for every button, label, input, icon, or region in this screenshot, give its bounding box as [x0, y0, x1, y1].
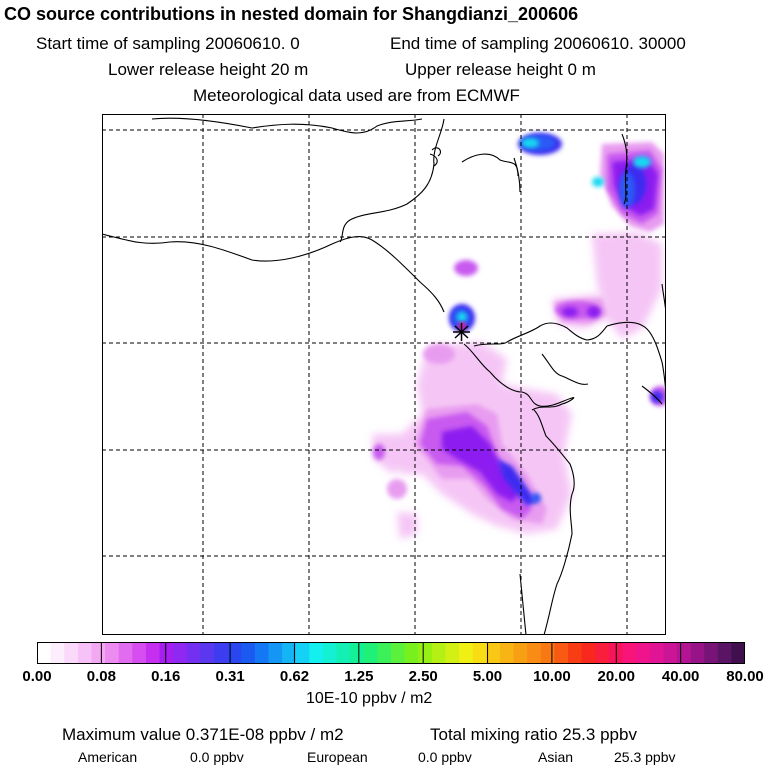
colorbar-tick-label: 20.00: [597, 668, 636, 685]
colorbar-ticks: [100, 642, 682, 664]
colorbar-swatch: [118, 642, 133, 664]
colorbar-swatch: [554, 642, 569, 664]
asian-label: Asian: [538, 749, 574, 765]
upper-release-height: Upper release height 0 m: [405, 60, 596, 79]
colorbar-swatch: [717, 642, 732, 664]
plume-cyan-layer: [457, 138, 651, 322]
colorbar-swatch: [363, 642, 378, 664]
colorbar-swatch: [77, 642, 93, 664]
colorbar-swatch: [295, 642, 310, 664]
colorbar-swatch: [64, 642, 79, 664]
colorbar-swatch: [418, 642, 433, 664]
plot-title: CO source contributions in nested domain…: [4, 4, 579, 24]
european-label: European: [307, 749, 368, 765]
asian-value: 25.3 ppbv: [614, 749, 676, 765]
colorbar-swatch: [404, 642, 419, 664]
grid-lines: [102, 114, 666, 635]
receptor-star-icon: [453, 323, 470, 341]
colorbar-swatch: [527, 642, 542, 664]
colorbar-swatch: [540, 642, 555, 664]
lower-release-height: Lower release height 20 m: [108, 60, 309, 79]
colorbar-swatch: [145, 642, 161, 664]
colorbar-swatch: [472, 642, 487, 664]
colorbar-swatch: [282, 642, 297, 664]
colorbar-swatch: [663, 642, 678, 664]
sampling-end-time: End time of sampling 20060610. 30000: [390, 34, 686, 53]
colorbar-swatch: [91, 642, 106, 664]
colorbar-swatch: [486, 642, 501, 664]
colorbar-tick-label: 1.25: [344, 668, 374, 685]
colorbar-tick-label: 2.50: [408, 668, 438, 685]
american-label: American: [78, 749, 138, 765]
colorbar-swatch: [704, 642, 719, 664]
colorbar-swatch: [568, 642, 583, 664]
colorbar-units: 10E-10 ppbv / m2: [306, 690, 433, 707]
european-value: 0.0 ppbv: [418, 749, 472, 765]
american-value: 0.0 ppbv: [190, 749, 244, 765]
colorbar-swatch: [309, 642, 324, 664]
colorbar-swatch: [37, 642, 52, 664]
colorbar-tick-label: 10.00: [533, 668, 571, 685]
colorbar-swatch: [159, 642, 174, 664]
contribution-map: [102, 114, 666, 635]
colorbar-swatch: [268, 642, 283, 664]
colorbar-swatch: [377, 642, 392, 664]
colorbar-swatch: [186, 642, 201, 664]
colorbar-swatch: [649, 642, 664, 664]
colorbar-tick-label: 0.00: [22, 668, 52, 685]
colorbar-swatch: [445, 642, 460, 664]
colorbar: [37, 642, 745, 664]
colorbar-swatch: [350, 642, 365, 664]
colorbar-tick-label: 40.00: [661, 668, 700, 685]
colorbar-swatch: [254, 642, 270, 664]
colorbar-swatch: [690, 642, 705, 664]
total-mixing-ratio: Total mixing ratio 25.3 ppbv: [430, 725, 637, 744]
colorbar-tick-label: 0.62: [279, 668, 310, 685]
colorbar-tick-label: 80.00: [726, 668, 764, 685]
colorbar-swatch: [50, 642, 65, 664]
colorbar-swatch: [105, 642, 120, 664]
meteorological-source: Meteorological data used are from ECMWF: [193, 86, 520, 105]
colorbar-swatch: [173, 642, 188, 664]
colorbar-swatch: [581, 642, 596, 664]
colorbar-swatch: [214, 642, 229, 664]
colorbar-swatch: [499, 642, 515, 664]
colorbar-swatch: [731, 642, 745, 664]
colorbar-swatch: [459, 642, 474, 664]
colorbar-tick-label: 0.08: [86, 668, 116, 685]
colorbar-tick-label: 5.00: [472, 668, 503, 685]
colorbar-swatch: [322, 642, 338, 664]
colorbar-swatch: [431, 642, 447, 664]
colorbar-swatch: [636, 642, 651, 664]
colorbar-swatches: [37, 642, 745, 664]
sampling-start-time: Start time of sampling 20060610. 0: [36, 34, 300, 53]
colorbar-swatch: [513, 642, 528, 664]
colorbar-tick-label: 0.31: [215, 668, 245, 685]
colorbar-swatch: [595, 642, 610, 664]
maximum-value: Maximum value 0.371E-08 ppbv / m2: [62, 725, 344, 744]
colorbar-swatch: [241, 642, 256, 664]
colorbar-swatch: [391, 642, 406, 664]
colorbar-swatch: [336, 642, 351, 664]
colorbar-swatch: [227, 642, 242, 664]
colorbar-swatch: [132, 642, 147, 664]
colorbar-tick-label: 0.16: [151, 668, 181, 685]
coastlines-borders: [102, 117, 666, 635]
colorbar-swatch: [200, 642, 215, 664]
colorbar-swatch: [622, 642, 637, 664]
colorbar-swatch: [676, 642, 692, 664]
